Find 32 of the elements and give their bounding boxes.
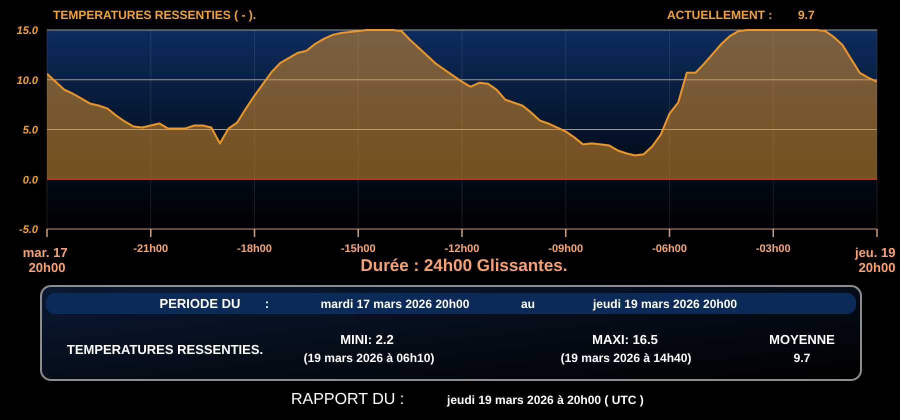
x-axis-title: Durée : 24h00 Glissantes.: [360, 256, 568, 275]
text: MOYENNE: [769, 332, 836, 347]
text: MAXI: 16.5: [592, 332, 658, 347]
text: ACTUELLEMENT :: [667, 8, 772, 22]
y-tick-label: 5.0: [22, 124, 39, 136]
y-tick-label: -5.0: [19, 224, 39, 236]
text: (19 mars 2026 à 06h10): [304, 351, 434, 365]
text: TEMPERATURES RESSENTIES.: [66, 342, 264, 357]
text: 9.7: [794, 351, 811, 365]
text: 9.7: [798, 8, 816, 22]
text: mardi 17 mars 2026 20h00: [320, 297, 470, 311]
text: RAPPORT DU :: [291, 391, 404, 408]
text: au: [520, 297, 536, 311]
x-tick-label: jeu. 19 20h00: [854, 245, 900, 275]
x-tick-label: -12h00: [444, 243, 480, 255]
text: :: [264, 296, 270, 311]
text: (19 mars 2026 à 14h40): [560, 351, 692, 365]
x-tick-label: -09h00: [548, 243, 584, 255]
x-tick-label: -15h00: [340, 243, 376, 255]
text: MINI: 2.2: [340, 332, 394, 347]
text: jeudi 19 mars 2026 20h00: [592, 297, 738, 311]
x-tick-label: -03h00: [756, 243, 791, 255]
text: PERIODE DU: [160, 296, 240, 311]
x-tick-label: -18h00: [237, 243, 272, 255]
chart-title: TEMPERATURES RESSENTIES ( - ).: [53, 8, 256, 22]
x-tick-label: -21h00: [133, 243, 168, 255]
text: jeudi 19 mars 2026 à 20h00 ( UTC ): [446, 393, 644, 407]
y-tick-label: 10.0: [16, 74, 39, 87]
x-tick-label: -06h00: [652, 243, 687, 255]
x-tick-label: mar. 17 20h00: [22, 245, 72, 275]
y-tick-label: 0.0: [22, 174, 39, 186]
y-tick-label: 15.0: [16, 25, 39, 37]
